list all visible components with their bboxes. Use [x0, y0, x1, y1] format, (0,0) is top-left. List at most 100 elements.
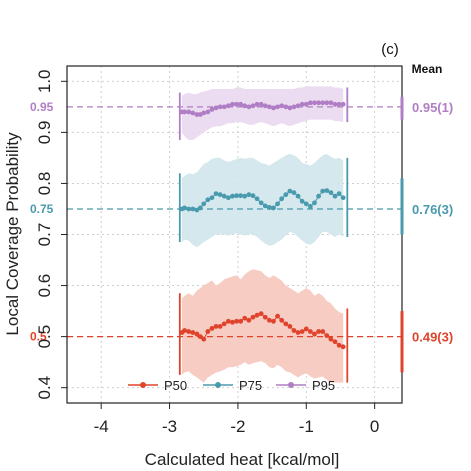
p75-point: [254, 196, 260, 202]
p95-point: [324, 100, 330, 106]
p75-point: [283, 192, 289, 198]
p50-point: [266, 317, 272, 323]
p75-point: [271, 205, 276, 211]
p50-point: [324, 333, 330, 338]
p75-point: [324, 188, 330, 193]
p95-point: [299, 101, 305, 107]
p75-legend-label: P75: [239, 378, 262, 393]
p50-point: [197, 334, 203, 340]
y-tick-label: 0.9: [35, 121, 54, 145]
p50-point: [307, 329, 313, 334]
p50-point: [332, 339, 338, 345]
p75-target-label: 0.75: [30, 202, 54, 216]
p75-band: [181, 153, 344, 248]
p95-point: [336, 101, 342, 107]
p75-point: [316, 193, 321, 199]
p50-point: [336, 342, 342, 348]
axis-ticks: -4 -3 -2 -1 0 0.4 0.5 0.6 0.7 0.8 0.9 1.0: [35, 69, 379, 436]
p95-point: [328, 100, 334, 106]
p50-point: [262, 314, 268, 320]
p95-legend-marker: [288, 382, 294, 388]
p50-legend-label: P50: [164, 378, 187, 393]
p50-point: [194, 331, 200, 337]
p75-point: [209, 195, 215, 201]
mean-annotations: 0.49(3) 0.76(3) 0.95(1): [400, 96, 453, 373]
p50-point: [254, 312, 260, 318]
p75-point: [332, 193, 338, 199]
p95-point: [254, 101, 260, 107]
p75-point: [340, 195, 346, 201]
p95-point: [194, 112, 200, 117]
p75-point: [201, 201, 207, 207]
p50-point: [279, 317, 285, 323]
p95-point: [182, 109, 187, 115]
y-tick-label: 0.4: [35, 376, 54, 400]
p75-point: [242, 193, 248, 199]
p50-point: [320, 329, 326, 334]
p95-point: [209, 107, 215, 112]
p95-point: [217, 104, 223, 110]
p75-point: [303, 201, 309, 207]
p50-point: [291, 328, 297, 333]
p95-point: [316, 100, 321, 106]
series-points: [179, 100, 346, 350]
p50-point: [242, 315, 248, 321]
coverage-bands: [181, 86, 344, 383]
y-axis-label: Local Coverage Probability: [3, 132, 22, 336]
p95-point: [266, 104, 272, 110]
p95-point: [230, 101, 235, 107]
p75-point: [250, 193, 256, 199]
p75-point: [312, 200, 317, 206]
p50-mean-label: 0.49(3): [412, 330, 453, 345]
p75-point: [320, 188, 326, 194]
x-tick-label: -4: [94, 417, 109, 436]
p95-point: [291, 104, 297, 110]
p50-point: [250, 314, 256, 320]
p75-point: [230, 193, 235, 199]
p95-point: [320, 100, 326, 106]
p75-point: [217, 192, 223, 198]
p75-point: [291, 190, 297, 196]
p95-point: [234, 101, 239, 107]
p50-point: [303, 326, 309, 332]
p50-point: [201, 336, 207, 342]
p50-point: [230, 319, 235, 325]
p50-point: [312, 331, 317, 337]
p50-point: [299, 329, 305, 334]
p50-point: [246, 317, 252, 323]
p50-point: [275, 313, 280, 319]
p50-point: [182, 328, 187, 333]
p95-point: [287, 105, 293, 111]
p50-point: [340, 344, 346, 350]
p50-point: [258, 311, 264, 317]
p95-point: [312, 100, 317, 106]
reference-lines: 0.5 0.75 0.95: [30, 100, 402, 344]
p75-mean-label: 0.76(3): [412, 202, 453, 217]
p75-point: [307, 204, 313, 209]
p95-point: [332, 101, 338, 107]
p50-point: [287, 324, 293, 329]
p95-point: [303, 101, 309, 107]
p95-legend-label: P95: [312, 378, 335, 393]
p50-point: [283, 321, 289, 327]
p75-point: [197, 205, 203, 211]
x-axis-label: Calculated heat [kcal/mol]: [145, 450, 340, 469]
p50-point: [225, 318, 231, 324]
p95-point: [186, 109, 192, 115]
x-tick-label: -1: [299, 417, 314, 436]
y-tick-label: 0.6: [35, 274, 54, 298]
x-tick-label: 0: [370, 417, 379, 436]
p95-point: [258, 101, 264, 107]
p95-point: [295, 103, 301, 109]
p95-point: [201, 110, 207, 116]
p95-point: [213, 105, 219, 111]
p95-point: [307, 100, 313, 106]
x-tick-label: -2: [230, 417, 245, 436]
p95-point: [271, 105, 276, 111]
p95-band: [181, 86, 344, 141]
y-tick-label: 0.7: [35, 223, 54, 247]
p95-point: [238, 101, 244, 107]
p50-band: [181, 269, 344, 383]
p50-point: [209, 326, 215, 331]
